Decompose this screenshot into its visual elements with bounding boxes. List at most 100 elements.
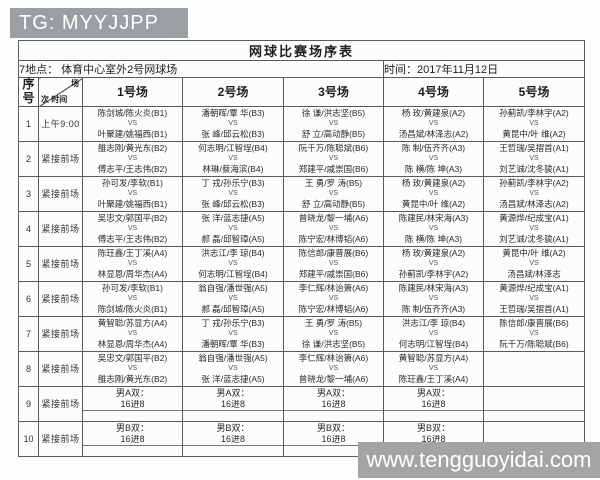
team-a: 张 洋/蓝志捷(A5)	[201, 212, 265, 223]
vs-label: VS	[428, 120, 439, 128]
vs-label: VS	[328, 190, 339, 198]
vs-label: VS	[529, 190, 539, 198]
team-b: 何志明/江智埕(B4)	[398, 338, 469, 349]
vs-label: VS	[529, 260, 539, 268]
team-a: 王哲瑞/吴摺首(A1)	[499, 142, 569, 153]
team-a: 阮千万/陈聪斌(B6)	[298, 142, 369, 153]
court-cell: 丁 戎/孙乐宁(B3) VS 潘朝晖/覃 华(B3)	[182, 315, 284, 352]
table-row: 9 紧接前场 男A双： 16进8 男A双： 16进8 男A双： 16进8	[18, 385, 586, 422]
team-b: 陈 制/伍齐齐(A3)	[401, 303, 466, 314]
row-time-label: 上午9:00	[38, 105, 83, 142]
team-b: 傅志平/王志伟(B2)	[97, 233, 168, 244]
table-row: 1 上午9:00 陈剑城/陈火炎(B1) VS 叶聚建/姚福西(B1) 潘朝晖/…	[18, 105, 586, 142]
court-cell	[482, 385, 586, 422]
row-time-label: 紧接前场	[38, 420, 83, 457]
team-b	[83, 444, 182, 455]
team-a: 李仁辉/林诒箫(A6)	[298, 352, 369, 363]
date-label: 时间：2017年11月12日	[382, 60, 586, 78]
team-b: 汤昌斌/林泽志(A2)	[499, 198, 569, 209]
vs-label: VS	[428, 190, 439, 198]
court-cell: 杨 玫/黄建泉(A2) VS 黄昆中/叶 维(A2)	[383, 175, 484, 212]
vs-label: VS	[127, 260, 138, 268]
table-row: 3 紧接前场 孙可发/李软(B1) VS 叶聚建/姚福西(B1) 丁 戎/孙乐宁…	[18, 175, 586, 212]
location-label: 7地点： 体育中心室外2号网球场	[18, 60, 384, 78]
team-b	[384, 409, 483, 420]
court-cell: 孙可发/李软(B1) VS 陈剑城/陈火炎(B1)	[82, 280, 183, 317]
team-a: 李仁辉/林诒箫(A6)	[298, 282, 369, 293]
row-number: 5	[18, 245, 39, 282]
court-cell: 吴忠文/郭国平(B2) VS 雒志刚/黄光东(B2)	[82, 350, 183, 387]
team-a: 陈建民/林宋海(A3)	[398, 282, 469, 293]
team-a: 雒志刚/黄光东(B2)	[97, 142, 168, 153]
court-cell	[482, 350, 586, 387]
team-b: 张 洋/蓝志捷(A5)	[201, 373, 265, 384]
table-row: 6 紧接前场 孙可发/李软(B1) VS 陈剑城/陈火炎(B1) 翁自强/潘世强…	[18, 280, 586, 317]
team-b: 黄昆中/叶 维(A2)	[502, 128, 566, 139]
team-a: 洪志江/李 琼(B4)	[401, 317, 466, 328]
team-b	[83, 409, 182, 420]
vs-label: VS	[228, 365, 238, 373]
team-b: 郑建平/戚崇国(B6)	[298, 163, 369, 174]
match-schedule-table: 网球比赛场序表 7地点： 体育中心室外2号网球场 时间：2017年11月12日 …	[17, 40, 586, 457]
team-a: 丁 戎/孙乐宁(B3)	[201, 317, 265, 328]
vs-label: VS	[228, 330, 238, 338]
vs-label: VS	[228, 225, 238, 233]
court-cell: 李仁辉/林诒箫(A6) VS 陈宁宏/林博韬(A6)	[283, 280, 384, 317]
team-a: 男B双：	[416, 422, 450, 433]
title-row: 网球比赛场序表	[17, 40, 586, 61]
vs-label: 16进8	[220, 434, 246, 444]
vs-label: 16进8	[120, 399, 145, 409]
team-b: 陈玨鑫/王丁溪(A4)	[398, 373, 469, 384]
row-time-label: 紧接前场	[38, 245, 83, 282]
court-cell: 何志明/江智埕(B4) VS 林琳/蔡海滨(B4)	[182, 140, 284, 177]
court-cell: 陈 制/伍齐齐(A3) VS 陈 横/陈 坤(A3)	[383, 140, 484, 177]
court-cell: 洪志江/李 琼(B4) VS 何志明/江智埕(B4)	[383, 315, 484, 352]
team-b: 阮千万/陈聪斌(B6)	[499, 338, 569, 349]
team-a: 陈信郎/康晋展(B6)	[499, 317, 569, 328]
team-b: 叶聚建/姚福西(B1)	[97, 198, 168, 209]
team-a: 曾晓龙/黎一埔(A6)	[298, 212, 369, 223]
team-a: 男B双：	[115, 422, 149, 433]
vs-label: VS	[328, 155, 339, 163]
team-b: 张 峰/邱云松(B3)	[201, 198, 265, 209]
team-b: 刘艺诚/沈冬骏(A1)	[499, 233, 569, 244]
court-cell: 男A双： 16进8	[182, 385, 284, 422]
vs-label: VS	[428, 365, 439, 373]
team-b: 郝 磊/邱智璋(A5)	[201, 303, 265, 314]
court-cell: 陈信郎/康晋展(B6) VS 阮千万/陈聪斌(B6)	[482, 315, 586, 352]
team-a: 杨 玫/黄建泉(A2)	[401, 107, 466, 118]
court-cell: 孙蓟凯/李林宇(A2) VS 黄昆中/叶 维(A2)	[482, 105, 586, 142]
court-cell: 孙可发/李软(B1) VS 叶聚建/姚福西(B1)	[82, 175, 183, 212]
team-a: 翁自强/潘世强(A5)	[198, 352, 268, 363]
team-a: 孙蓟凯/李林宇(A2)	[499, 177, 569, 188]
team-a: 男B双：	[316, 422, 350, 433]
col-header-court-2: 2号场	[182, 77, 284, 107]
row-time-label: 紧接前场	[38, 210, 83, 247]
header-row: 序号 场 次 时间 1号场 2号场 3号场 4号场 5号场	[18, 77, 586, 107]
court-cell: 黄智聪/苏显方(A4) VS 林显恩/周华杰(A4)	[82, 315, 183, 352]
court-cell: 男A双： 16进8	[82, 385, 183, 422]
col-header-court-4: 4号场	[383, 77, 484, 107]
row-number: 10	[18, 420, 39, 457]
vs-label: VS	[529, 120, 539, 128]
vs-label: VS	[428, 330, 439, 338]
team-a: 王 勇/罗 涛(B5)	[304, 177, 363, 188]
team-b: 潘朝晖/覃 华(B3)	[201, 338, 265, 349]
vs-label: VS	[228, 155, 238, 163]
team-b: 郑建平/戚崇国(B6)	[298, 268, 369, 279]
col-header-seq: 序号	[18, 77, 39, 107]
col-header-court-5: 5号场	[482, 77, 586, 107]
row-number: 7	[18, 315, 39, 352]
team-b: 傅志平/王志伟(B2)	[97, 163, 168, 174]
team-a: 男B双：	[216, 422, 250, 433]
vs-label: VS	[428, 260, 439, 268]
vs-label: VS	[328, 365, 339, 373]
team-a: 吴忠文/郭国平(B2)	[97, 352, 168, 363]
court-cell: 陈建民/林宋海(A3) VS 陈 横/陈 坤(A3)	[383, 210, 484, 247]
vs-label: VS	[529, 295, 539, 303]
court-cell: 潘朝晖/覃 华(B3) VS 张 峰/邱云松(B3)	[182, 105, 284, 142]
team-b: 陈宁宏/林博韬(A6)	[298, 233, 369, 244]
col-header-corner: 场 次 时间	[38, 77, 83, 107]
vs-label: VS	[127, 190, 138, 198]
